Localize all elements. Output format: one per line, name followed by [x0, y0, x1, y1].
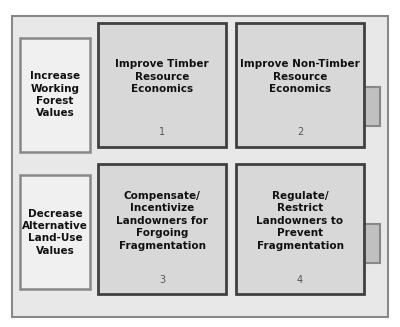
- Text: Improve Timber
Resource
Economics: Improve Timber Resource Economics: [115, 60, 209, 94]
- Bar: [364, 87, 380, 126]
- Text: 2: 2: [297, 128, 303, 137]
- Text: 4: 4: [297, 275, 303, 284]
- Text: 1: 1: [159, 128, 165, 137]
- Bar: [20, 38, 90, 152]
- Text: Compensate/
Incentivize
Landowners for
Forgoing
Fragmentation: Compensate/ Incentivize Landowners for F…: [116, 191, 208, 250]
- Bar: [236, 164, 364, 294]
- Text: Regulate/
Restrict
Landowners to
Prevent
Fragmentation: Regulate/ Restrict Landowners to Prevent…: [256, 191, 344, 250]
- Bar: [364, 224, 380, 263]
- Bar: [98, 164, 226, 294]
- Text: Decrease
Alternative
Land-Use
Values: Decrease Alternative Land-Use Values: [22, 209, 88, 256]
- Bar: [20, 175, 90, 289]
- Text: 3: 3: [159, 275, 165, 284]
- Text: Increase
Working
Forest
Values: Increase Working Forest Values: [30, 71, 80, 118]
- Text: Improve Non-Timber
Resource
Economics: Improve Non-Timber Resource Economics: [240, 60, 360, 94]
- Bar: [98, 23, 226, 147]
- Bar: [236, 23, 364, 147]
